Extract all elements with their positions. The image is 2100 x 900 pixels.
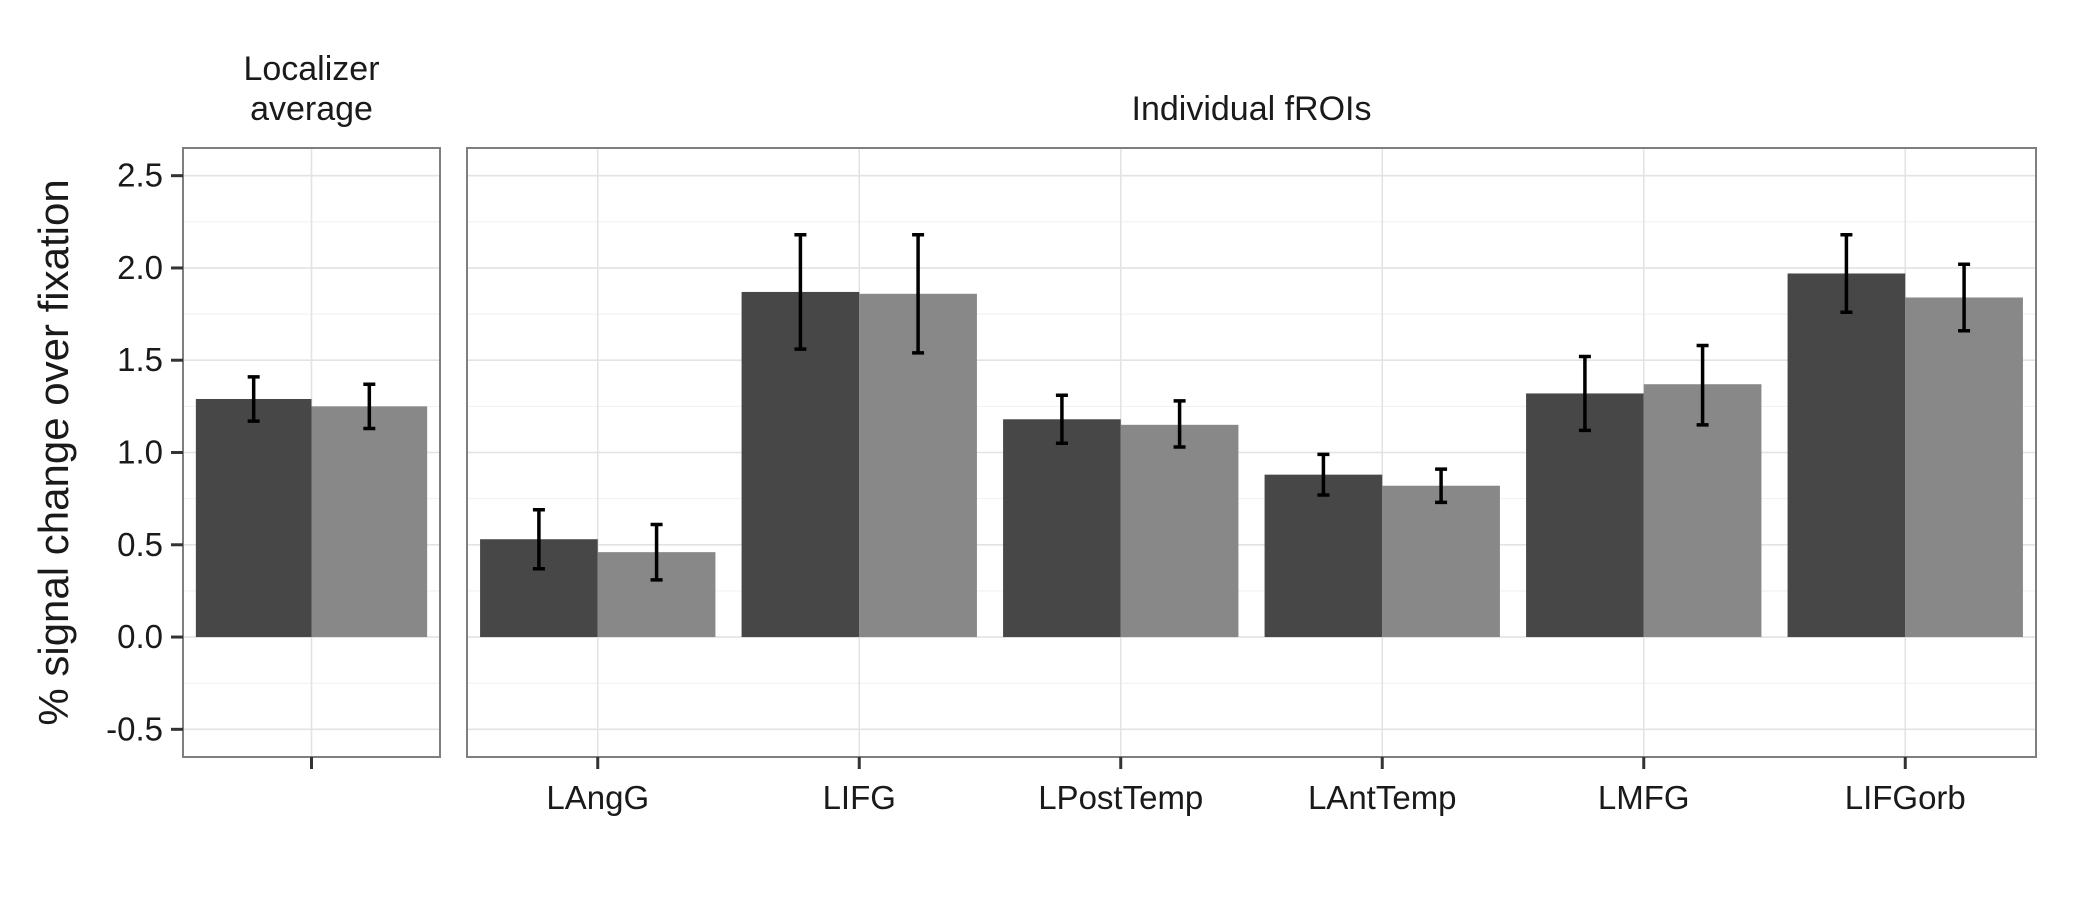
y-tick-label-2: 0.5 bbox=[117, 526, 163, 563]
y-tick-label-6: 2.5 bbox=[117, 157, 163, 194]
bar-1-0-3 bbox=[1264, 474, 1383, 638]
bar-0-0-0 bbox=[195, 398, 312, 638]
bar-1-1-2 bbox=[1120, 424, 1239, 638]
error-bar-1-1-2 bbox=[1173, 399, 1186, 449]
x-tick-label-1-4: LMFG bbox=[1598, 779, 1690, 816]
error-bar-0-1-0 bbox=[363, 382, 376, 431]
y-tick-label-4: 1.5 bbox=[117, 341, 163, 378]
y-tick-label-3: 1.0 bbox=[117, 434, 163, 471]
y-tick-label-0: -0.5 bbox=[106, 710, 163, 747]
error-bar-1-0-5 bbox=[1840, 232, 1853, 314]
error-bar-1-0-2 bbox=[1055, 393, 1068, 446]
error-bar-1-1-1 bbox=[912, 232, 925, 355]
x-tick-label-1-3: LAntTemp bbox=[1308, 779, 1457, 816]
error-bar-0-0-0 bbox=[247, 375, 260, 423]
error-bar-1-1-5 bbox=[1958, 262, 1971, 333]
panel-title-0-line-0: Localizer bbox=[243, 50, 379, 88]
error-bar-1-1-0 bbox=[650, 522, 663, 582]
error-bar-1-0-0 bbox=[532, 507, 545, 571]
error-bar-1-0-4 bbox=[1578, 354, 1591, 433]
bar-1-1-3 bbox=[1382, 485, 1500, 638]
error-bars-layer bbox=[247, 232, 1971, 582]
error-bar-1-0-3 bbox=[1317, 452, 1330, 497]
bar-1-0-4 bbox=[1526, 393, 1644, 638]
bars-layer bbox=[195, 273, 2023, 638]
error-bar-1-1-4 bbox=[1696, 343, 1709, 427]
x-tick-label-1-2: LPostTemp bbox=[1038, 779, 1203, 816]
y-tick-label-5: 2.0 bbox=[117, 249, 163, 286]
bar-1-0-2 bbox=[1003, 419, 1121, 638]
panel-title-1-line-0: Individual fROIs bbox=[1132, 90, 1372, 128]
y-axis-title: % signal change over fixation bbox=[30, 179, 77, 725]
error-bar-1-1-3 bbox=[1435, 467, 1448, 505]
axes-layer bbox=[171, 174, 1907, 769]
bar-1-0-5 bbox=[1787, 273, 1906, 638]
x-tick-label-1-1: LIFG bbox=[823, 779, 896, 816]
x-tick-label-1-0: LAngG bbox=[546, 779, 649, 816]
x-tick-label-1-5: LIFGorb bbox=[1845, 779, 1966, 816]
error-bar-1-0-1 bbox=[794, 232, 807, 351]
bar-0-1-0 bbox=[311, 406, 428, 638]
panel-frame-1 bbox=[466, 147, 2037, 758]
panel-title-0-line-1: average bbox=[250, 90, 373, 128]
y-tick-label-1: 0.0 bbox=[117, 618, 163, 655]
bar-1-1-5 bbox=[1905, 297, 2023, 638]
